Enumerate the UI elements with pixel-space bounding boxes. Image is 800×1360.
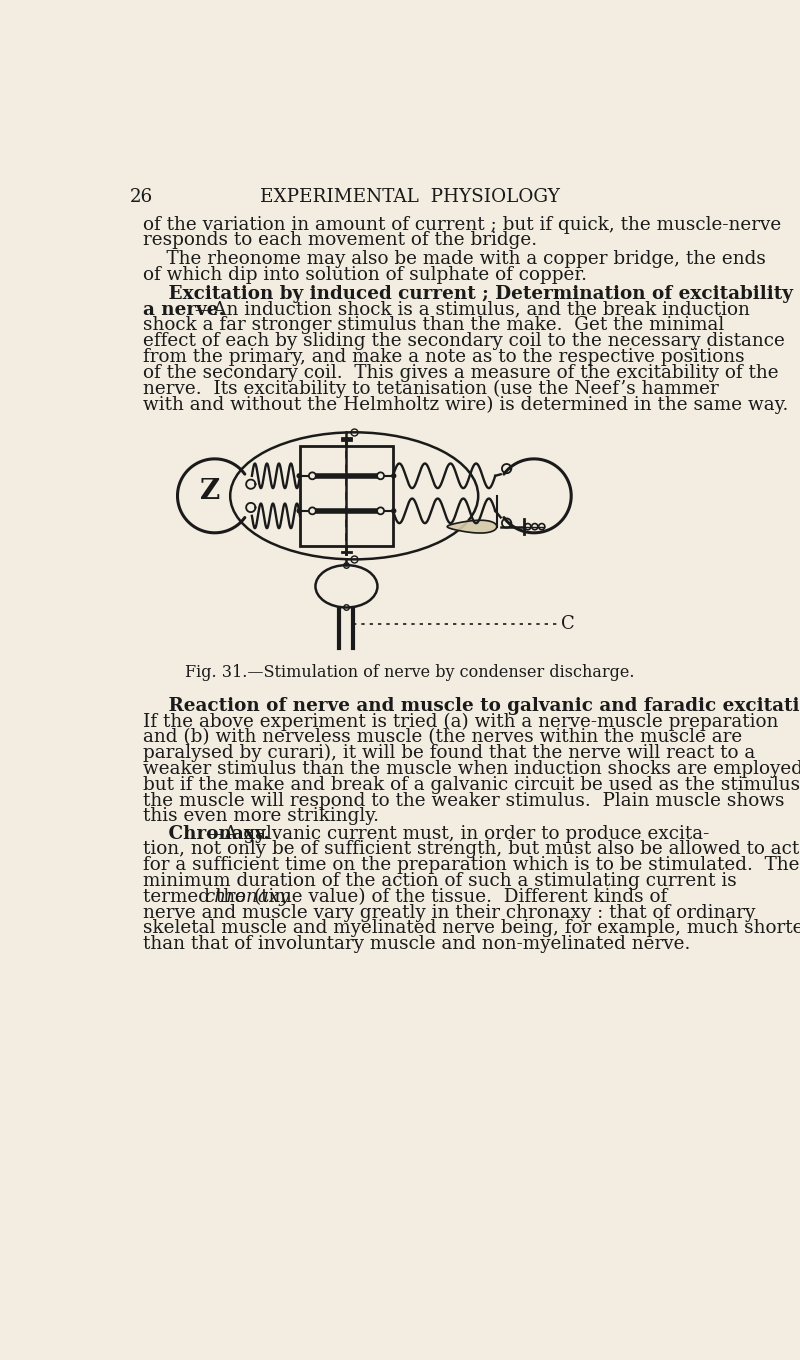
- Text: with and without the Helmholtz wire) is determined in the same way.: with and without the Helmholtz wire) is …: [142, 396, 788, 413]
- Text: a nerve.: a nerve.: [142, 301, 225, 318]
- Text: of which dip into solution of sulphate of copper.: of which dip into solution of sulphate o…: [142, 267, 586, 284]
- Text: C: C: [561, 616, 575, 634]
- Circle shape: [309, 472, 316, 479]
- Text: minimum duration of the action of such a stimulating current is: minimum duration of the action of such a…: [142, 872, 736, 889]
- Text: shock a far stronger stimulus than the make.  Get the minimal: shock a far stronger stimulus than the m…: [142, 317, 724, 335]
- Circle shape: [377, 472, 384, 479]
- Text: (time value) of the tissue.  Different kinds of: (time value) of the tissue. Different ki…: [248, 888, 667, 906]
- Text: If the above experiment is tried (a) with a nerve-muscle preparation: If the above experiment is tried (a) wit…: [142, 713, 778, 730]
- Text: Fig. 31.—Stimulation of nerve by condenser discharge.: Fig. 31.—Stimulation of nerve by condens…: [186, 665, 634, 681]
- Text: chronaxy: chronaxy: [204, 888, 290, 906]
- Polygon shape: [447, 521, 497, 533]
- Circle shape: [297, 473, 302, 479]
- Text: —A galvanic current must, in order to produce excita-: —A galvanic current must, in order to pr…: [206, 824, 710, 843]
- Text: weaker stimulus than the muscle when induction shocks are employed ;: weaker stimulus than the muscle when ind…: [142, 760, 800, 778]
- Text: Excitation by induced current ; Determination of excitability of: Excitation by induced current ; Determin…: [142, 284, 800, 303]
- Text: paralysed by curari), it will be found that the nerve will react to a: paralysed by curari), it will be found t…: [142, 744, 755, 763]
- Text: nerve and muscle vary greatly in their chronaxy : that of ordinary: nerve and muscle vary greatly in their c…: [142, 903, 755, 922]
- Text: effect of each by sliding the secondary coil to the necessary distance: effect of each by sliding the secondary …: [142, 332, 785, 351]
- Bar: [300, 446, 393, 545]
- Text: than that of involuntary muscle and non-myelinated nerve.: than that of involuntary muscle and non-…: [142, 936, 690, 953]
- Text: skeletal muscle and myelinated nerve being, for example, much shorter: skeletal muscle and myelinated nerve bei…: [142, 919, 800, 937]
- Text: Reaction of nerve and muscle to galvanic and faradic excitation.: Reaction of nerve and muscle to galvanic…: [142, 696, 800, 715]
- Text: The rheonome may also be made with a copper bridge, the ends: The rheonome may also be made with a cop…: [142, 250, 766, 268]
- Circle shape: [391, 473, 397, 479]
- Text: from the primary, and make a note as to the respective positions: from the primary, and make a note as to …: [142, 348, 744, 366]
- Text: responds to each movement of the bridge.: responds to each movement of the bridge.: [142, 231, 537, 249]
- Text: 26: 26: [130, 188, 153, 205]
- Text: for a sufficient time on the preparation which is to be stimulated.  The: for a sufficient time on the preparation…: [142, 857, 799, 874]
- Circle shape: [391, 509, 397, 514]
- Text: the muscle will respond to the weaker stimulus.  Plain muscle shows: the muscle will respond to the weaker st…: [142, 792, 784, 809]
- Text: Z: Z: [200, 479, 220, 506]
- Text: nerve.  Its excitability to tetanisation (use the Neef’s hammer: nerve. Its excitability to tetanisation …: [142, 379, 718, 398]
- Text: and (b) with nerveless muscle (the nerves within the muscle are: and (b) with nerveless muscle (the nerve…: [142, 729, 742, 747]
- Text: termed the: termed the: [142, 888, 251, 906]
- Text: of the secondary coil.  This gives a measure of the excitability of the: of the secondary coil. This gives a meas…: [142, 363, 778, 382]
- Text: —An induction shock is a stimulus, and the break induction: —An induction shock is a stimulus, and t…: [195, 301, 750, 318]
- Circle shape: [297, 509, 302, 514]
- Text: this even more strikingly.: this even more strikingly.: [142, 808, 378, 826]
- Circle shape: [309, 507, 316, 514]
- Text: of the variation in amount of current ; but if quick, the muscle-nerve: of the variation in amount of current ; …: [142, 215, 781, 234]
- Text: tion, not only be of sufficient strength, but must also be allowed to act: tion, not only be of sufficient strength…: [142, 840, 799, 858]
- Text: Chronaxy.: Chronaxy.: [142, 824, 270, 843]
- Text: but if the make and break of a galvanic circuit be used as the stimulus: but if the make and break of a galvanic …: [142, 775, 800, 794]
- Circle shape: [377, 507, 384, 514]
- Text: EXPERIMENTAL  PHYSIOLOGY: EXPERIMENTAL PHYSIOLOGY: [260, 188, 560, 205]
